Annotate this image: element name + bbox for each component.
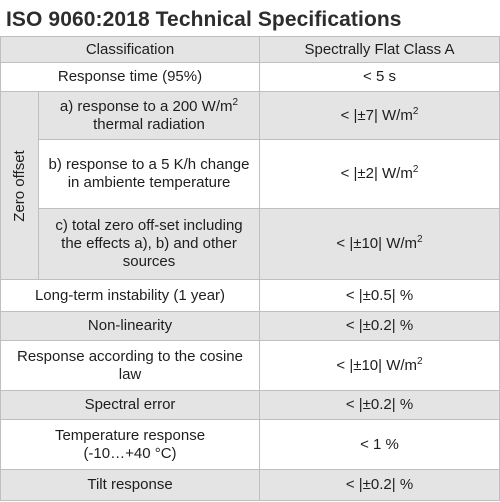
row-value: < |±10| W/m2 [259, 340, 500, 391]
row-label: Non-linearity [0, 311, 260, 341]
row-label: Long-term instability (1 year) [0, 279, 260, 312]
row-label: Response according to the cosine law [0, 340, 260, 391]
row-value: < |±0.2| % [259, 390, 500, 420]
zero-offset-a-value: < |±7| W/m2 [259, 91, 500, 140]
zero-offset-c-value: < |±10| W/m2 [259, 208, 500, 280]
zero-offset-b-value: < |±2| W/m2 [259, 139, 500, 209]
zero-offset-label: Zero offset [10, 149, 28, 222]
table-row-classification: Classification Spectrally Flat Class A [0, 36, 500, 63]
table-row-long-term-instability: Long-term instability (1 year) < |±0.5| … [0, 279, 500, 312]
row-value: < |±0.5| % [259, 279, 500, 312]
row-value: Spectrally Flat Class A [259, 36, 500, 63]
row-value: < |±0.2| % [259, 311, 500, 341]
table-row-temperature-response: Temperature response (-10…+40 °C) < 1 % [0, 419, 500, 470]
table-row-zero-offset-c: c) total zero off-set including the effe… [1, 208, 500, 280]
row-value: < 1 % [259, 419, 500, 470]
zero-offset-c-label: c) total zero off-set including the effe… [38, 208, 260, 280]
table-row-zero-offset-a: Zero offset a) response to a 200 W/m2 th… [0, 91, 500, 280]
table-row-non-linearity: Non-linearity < |±0.2| % [0, 311, 500, 341]
table-row-zero-offset-b: b) response to a 5 K/h change in ambient… [1, 139, 500, 209]
page-title: ISO 9060:2018 Technical Specifications [6, 8, 402, 31]
zero-offset-a-label: a) response to a 200 W/m2 thermal radiat… [38, 91, 260, 140]
table-row-cosine-response: Response according to the cosine law < |… [0, 340, 500, 391]
specifications-table: Classification Spectrally Flat Class A R… [0, 36, 500, 501]
row-label: Spectral error [0, 390, 260, 420]
row-label: Tilt response [0, 469, 260, 501]
table-row-tilt-response: Tilt response < |±0.2| % [0, 469, 500, 501]
zero-offset-group-cell: Zero offset [0, 91, 39, 280]
row-label: Temperature response (-10…+40 °C) [0, 419, 260, 470]
zero-offset-b-label: b) response to a 5 K/h change in ambient… [38, 139, 260, 209]
table-row-spectral-error: Spectral error < |±0.2| % [0, 390, 500, 420]
row-value: < 5 s [259, 62, 500, 92]
table-row-response-time: Response time (95%) < 5 s [0, 62, 500, 92]
row-value: < |±0.2| % [259, 469, 500, 501]
row-label: Classification [0, 36, 260, 63]
row-label: Response time (95%) [0, 62, 260, 92]
